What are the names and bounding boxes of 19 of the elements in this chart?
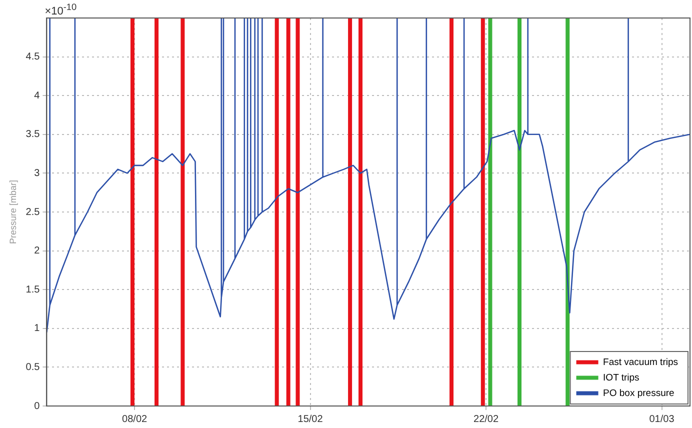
y-tick-label: 2.5 — [26, 206, 40, 218]
y-tick-label: 1 — [34, 323, 40, 334]
y-tick-label: 2 — [34, 246, 40, 257]
y-tick-label: 0 — [34, 400, 40, 412]
x-tick-label: 22/02 — [474, 414, 499, 425]
y-tick-label: 4.5 — [26, 52, 40, 63]
x-tick-label: 08/02 — [122, 414, 148, 425]
x-tick-label: 15/02 — [298, 414, 324, 425]
text: ×10$^{-10}$ — [44, 2, 77, 18]
y-tick-label: 4 — [34, 90, 40, 102]
legend-label: PO box pressure — [603, 388, 674, 399]
y-axis-title: Pressure [mbar] — [8, 180, 18, 244]
y-tick-label: 0.5 — [26, 362, 40, 373]
x-tick-label: 01/03 — [649, 414, 675, 425]
legend-label: IOT trips — [603, 372, 640, 384]
y-tick-label: 3.5 — [26, 129, 40, 140]
y-tick-label: 1.5 — [26, 284, 40, 296]
legend-label: Fast vacuum trips — [603, 356, 678, 368]
y-tick-label: 3 — [34, 168, 40, 179]
